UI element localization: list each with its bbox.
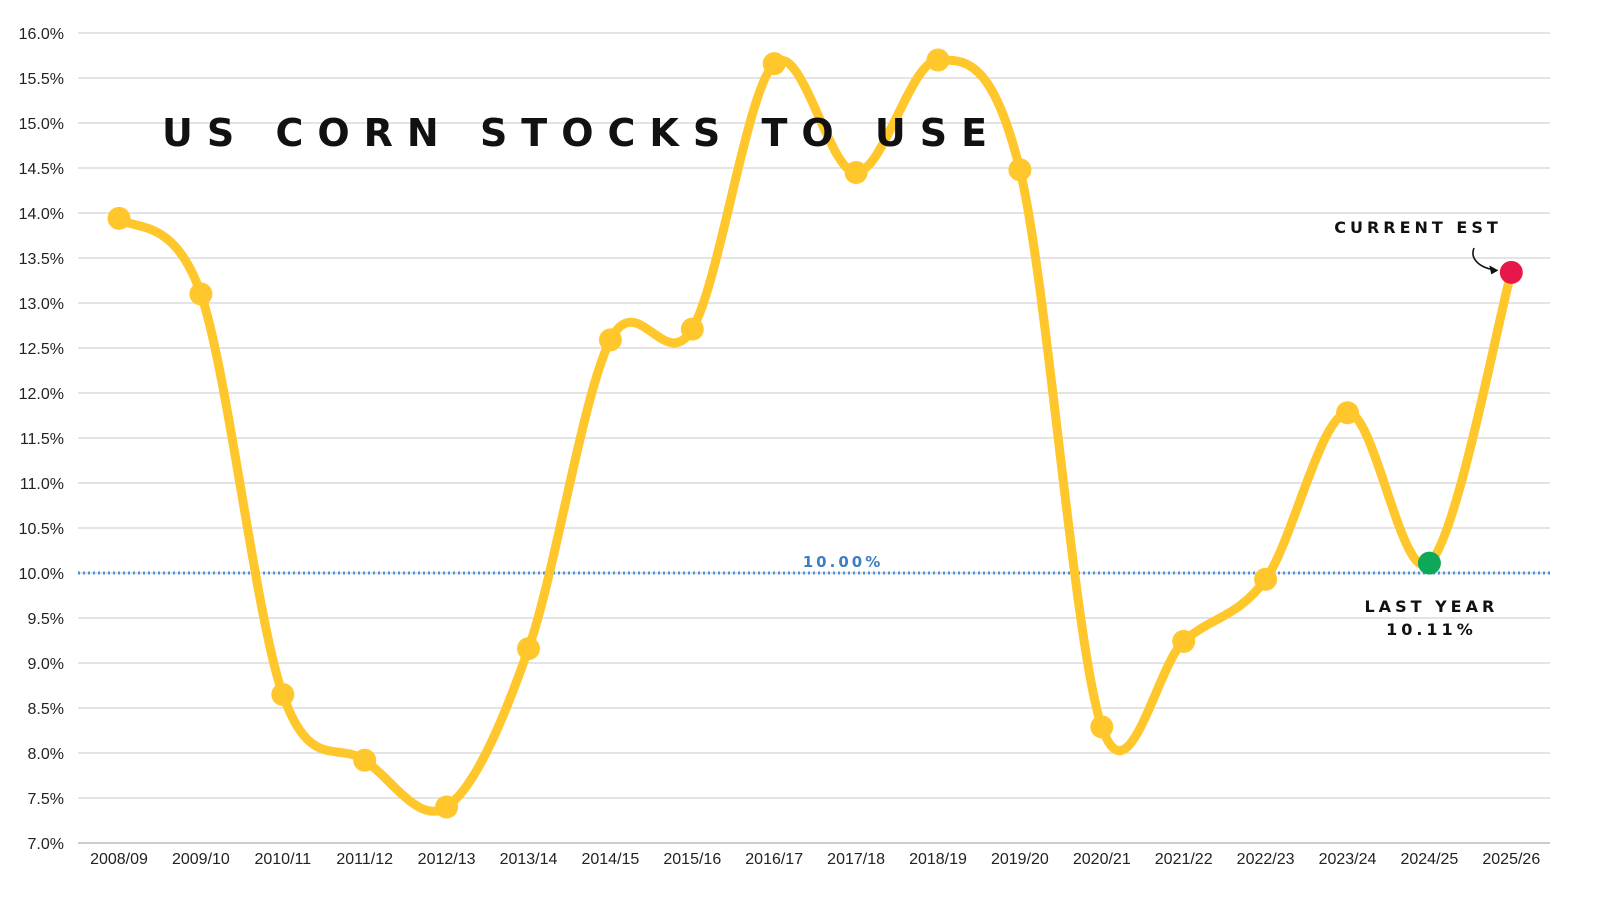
- y-tick-label: 14.0%: [19, 206, 64, 223]
- y-tick-label: 12.5%: [19, 341, 64, 358]
- y-tick-label: 12.0%: [19, 386, 64, 403]
- y-tick-label: 15.5%: [19, 71, 64, 88]
- x-tick-label: 2020/21: [1073, 851, 1131, 868]
- y-tick-label: 9.5%: [28, 611, 64, 628]
- data-points: [107, 48, 1523, 819]
- current-est-arrow-icon: [1472, 247, 1498, 272]
- x-tick-label: 2015/16: [663, 851, 721, 868]
- data-point-current-est: [1499, 260, 1523, 284]
- x-axis-tick-labels: 2008/09 2009/10 2010/11 2011/12 2012/13 2013/…: [90, 851, 1540, 868]
- x-tick-label: 2025/26: [1482, 851, 1540, 868]
- x-tick-label: 2014/15: [581, 851, 639, 868]
- y-tick-label: 16.0%: [19, 26, 64, 43]
- x-tick-label: 2009/10: [172, 851, 230, 868]
- data-point: [844, 161, 868, 184]
- x-tick-label: 2012/13: [418, 851, 476, 868]
- chart-title: US CORN STOCKS TO USE: [162, 111, 1001, 155]
- reference-line-label: 10.00%: [803, 553, 883, 571]
- data-point: [1336, 401, 1359, 425]
- last-year-annotation: LAST YEAR: [1364, 597, 1498, 616]
- data-point: [107, 206, 131, 230]
- current-est-annotation: CURRENT EST: [1334, 218, 1502, 237]
- x-tick-label: 2008/09: [90, 851, 148, 868]
- x-tick-label: 2011/12: [336, 851, 393, 868]
- data-point: [680, 317, 704, 341]
- y-tick-label: 11.5%: [20, 431, 64, 448]
- data-point: [926, 48, 950, 72]
- current-est-arrowhead-icon: [1489, 265, 1499, 275]
- data-point: [517, 637, 540, 661]
- data-point: [271, 683, 295, 706]
- data-point: [1008, 158, 1032, 182]
- y-tick-label: 10.0%: [19, 566, 64, 583]
- x-tick-label: 2013/14: [500, 851, 558, 868]
- y-tick-label: 10.5%: [19, 521, 64, 538]
- y-tick-label: 7.5%: [28, 791, 64, 808]
- data-point: [762, 52, 786, 76]
- y-tick-label: 9.0%: [28, 656, 64, 673]
- data-point: [189, 282, 213, 306]
- x-tick-label: 2019/20: [991, 851, 1049, 868]
- y-axis-tick-labels: 7.0% 7.5% 8.0% 8.5% 9.0% 9.5% 10.0% 10.5% 11.0% 1…: [19, 26, 64, 853]
- data-point: [353, 748, 377, 772]
- data-point: [1254, 567, 1278, 591]
- y-tick-label: 8.5%: [28, 701, 64, 718]
- series-line-stocks-to-use: [114, 55, 1516, 816]
- data-point-last-year: [1417, 551, 1441, 575]
- x-tick-label: 2010/11: [254, 851, 311, 868]
- y-tick-label: 14.5%: [19, 161, 64, 178]
- x-tick-label: 2022/23: [1237, 851, 1295, 868]
- y-tick-label: 13.5%: [19, 251, 64, 268]
- data-point: [1172, 629, 1196, 653]
- y-tick-label: 7.0%: [28, 836, 64, 853]
- x-tick-label: 2018/19: [909, 851, 967, 868]
- x-tick-label: 2016/17: [745, 851, 803, 868]
- grid-lines: [78, 32, 1550, 844]
- x-tick-label: 2024/25: [1400, 851, 1458, 868]
- x-tick-label: 2023/24: [1319, 851, 1377, 868]
- y-tick-label: 13.0%: [19, 296, 64, 313]
- last-year-value-annotation: 10.11%: [1386, 620, 1477, 639]
- data-point: [598, 328, 622, 352]
- x-tick-label: 2017/18: [827, 851, 885, 868]
- y-tick-label: 8.0%: [28, 746, 64, 763]
- data-point: [435, 795, 459, 819]
- x-tick-label: 2021/22: [1155, 851, 1213, 868]
- y-tick-label: 11.0%: [20, 476, 64, 493]
- y-tick-label: 15.0%: [19, 116, 64, 133]
- data-point: [1090, 715, 1114, 739]
